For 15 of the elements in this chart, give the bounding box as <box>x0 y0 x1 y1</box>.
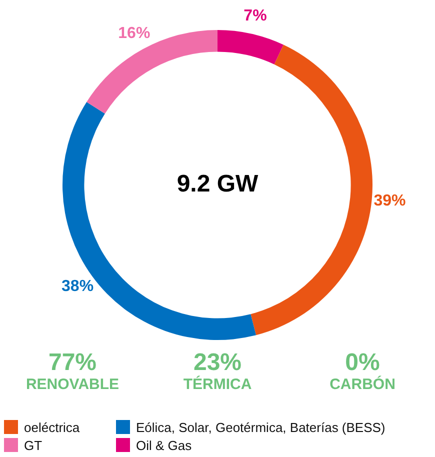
legend-label: GT <box>23 436 44 454</box>
data-label: 39% <box>374 192 406 210</box>
data-label: 16% <box>118 24 150 42</box>
data-label: 38% <box>62 278 94 296</box>
text: 0% <box>345 349 380 376</box>
data-label: 7% <box>244 8 267 25</box>
legend-label: Oil & Gas <box>135 436 193 454</box>
text: TÉRMICA <box>182 376 253 394</box>
text: 77% <box>47 349 98 376</box>
legend-label: oeléctrica <box>23 418 81 436</box>
text: CARBÓN <box>328 376 396 394</box>
text: 23% <box>193 349 242 376</box>
text: RENOVABLE <box>24 376 120 394</box>
legend-label: Eólica, Solar, Geotérmica, Baterías (BESS) <box>135 418 386 436</box>
text: 9.2 GW <box>176 170 259 198</box>
